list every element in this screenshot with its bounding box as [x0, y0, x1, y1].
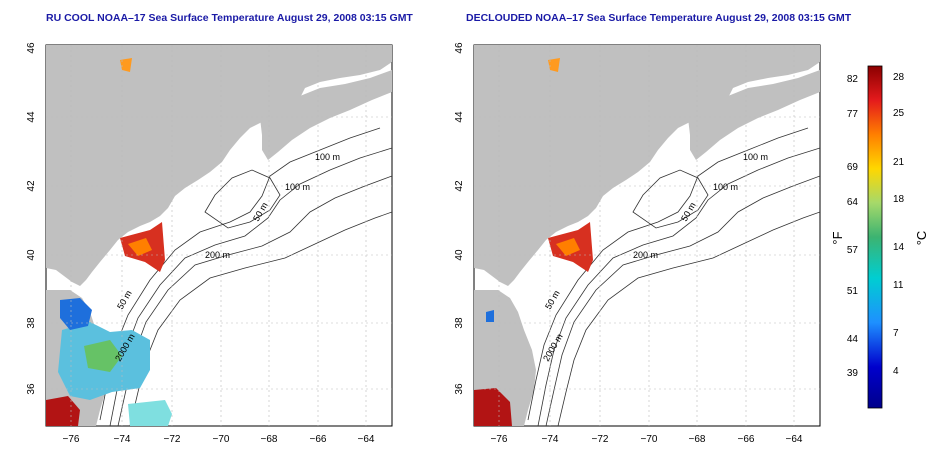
left-sst-green-patch [84, 340, 122, 372]
left-land-north [46, 45, 392, 286]
left-y-tick: 46 [26, 42, 37, 54]
right-panel-title: DECLOUDED NOAA–17 Sea Surface Temperatur… [466, 12, 852, 24]
left-sst-hot-corner [46, 396, 80, 426]
left-y-tick: 38 [26, 317, 37, 329]
left-y-tick: 42 [26, 180, 37, 192]
left-y-tick: 36 [26, 383, 37, 395]
left-sst-aqua-patch [128, 400, 172, 426]
left-contour-label: 200 m [205, 250, 230, 260]
left-x-tick: −72 [164, 434, 181, 445]
left-sst-warm-patch-2 [128, 238, 152, 256]
left-x-tick: −76 [63, 434, 80, 445]
left-x-tick: −70 [213, 434, 230, 445]
left-y-tick: 40 [26, 249, 37, 261]
left-x-tick: −64 [358, 434, 375, 445]
left-panel-title: RU COOL NOAA–17 Sea Surface Temperature … [46, 12, 413, 24]
left-x-tick: −74 [114, 434, 131, 445]
left-x-tick: −66 [310, 434, 327, 445]
left-sst-blue-patch [60, 298, 92, 330]
left-y-tick: 44 [26, 111, 37, 123]
left-contour-gulf-maine [204, 169, 281, 229]
left-sst-orange-spot [120, 58, 132, 72]
left-x-tick: −68 [261, 434, 278, 445]
left-contour-label: 100 m [315, 152, 340, 162]
left-contour-label: 100 m [285, 182, 310, 192]
left-land-nova-scotia [260, 70, 392, 160]
